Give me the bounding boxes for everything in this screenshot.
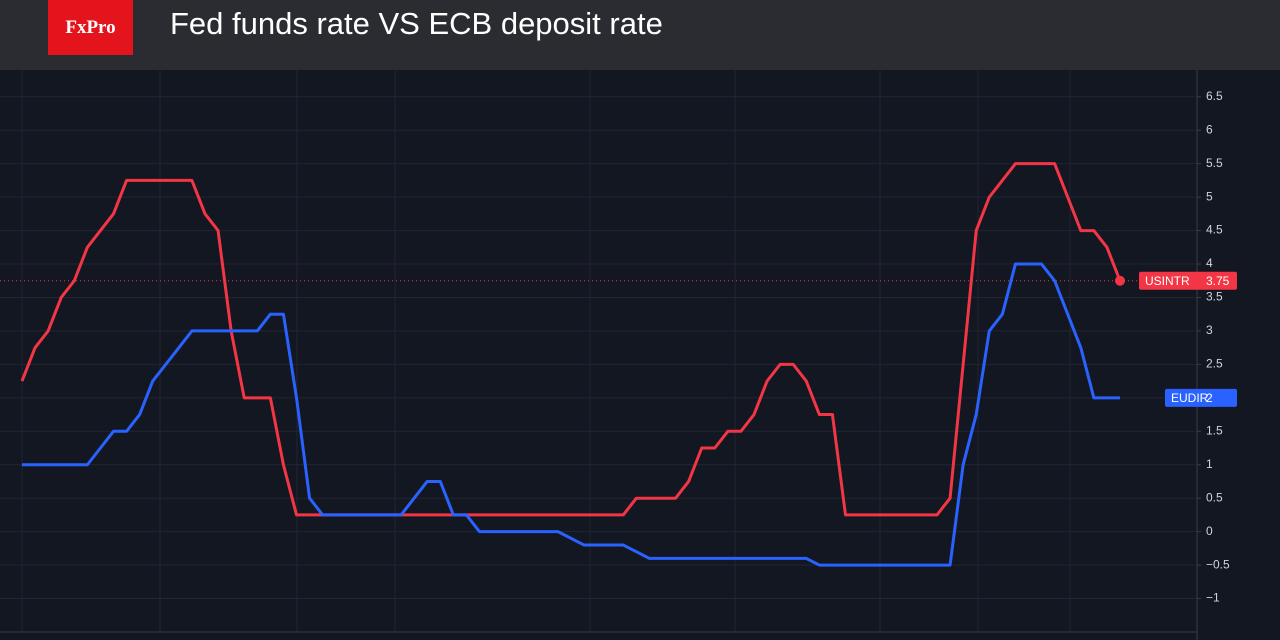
chart-title: Fed funds rate VS ECB deposit rate <box>170 6 663 41</box>
y-tick-label: 3.5 <box>1206 290 1223 304</box>
y-tick-label: 5.5 <box>1206 156 1223 170</box>
line <box>22 262 1120 567</box>
value-label: 3.75 <box>1206 274 1230 288</box>
legend-name: USINTR <box>1145 274 1190 288</box>
y-tick-label: 4.5 <box>1206 223 1223 237</box>
y-tick-label: 3 <box>1206 323 1213 337</box>
price-tag <box>1165 388 1237 407</box>
y-tick-label: 0.5 <box>1206 490 1223 504</box>
y-tick-label: 5 <box>1206 189 1213 203</box>
y-tick-label: 4 <box>1206 256 1213 270</box>
y-tick-label: 0 <box>1206 524 1213 538</box>
last-point <box>1115 275 1125 286</box>
y-tick-label: 6.5 <box>1206 89 1223 103</box>
y-tick-label: −0.5 <box>1206 557 1230 571</box>
line <box>20 162 1122 517</box>
logo: FxPro <box>48 0 133 55</box>
price-tag <box>1139 271 1237 290</box>
y-tick-label: −1 <box>1206 591 1220 605</box>
y-tick-label: 2.5 <box>1206 357 1223 371</box>
header: FxPro Fed funds rate VS ECB deposit rate <box>0 0 1280 70</box>
value-label: 2 <box>1206 391 1213 405</box>
legend-name: EUDIR <box>1171 391 1209 405</box>
chart: −1 −0.5 0 0.5 1 1.5 2 2.5 3 3.5 4 4.5 5 5.5 6 6.5 USINTR… <box>0 70 1237 640</box>
y-tick-label: 6 <box>1206 122 1213 136</box>
y-tick-label: 1 <box>1206 457 1213 471</box>
y-tick-label: 1.5 <box>1206 423 1223 437</box>
